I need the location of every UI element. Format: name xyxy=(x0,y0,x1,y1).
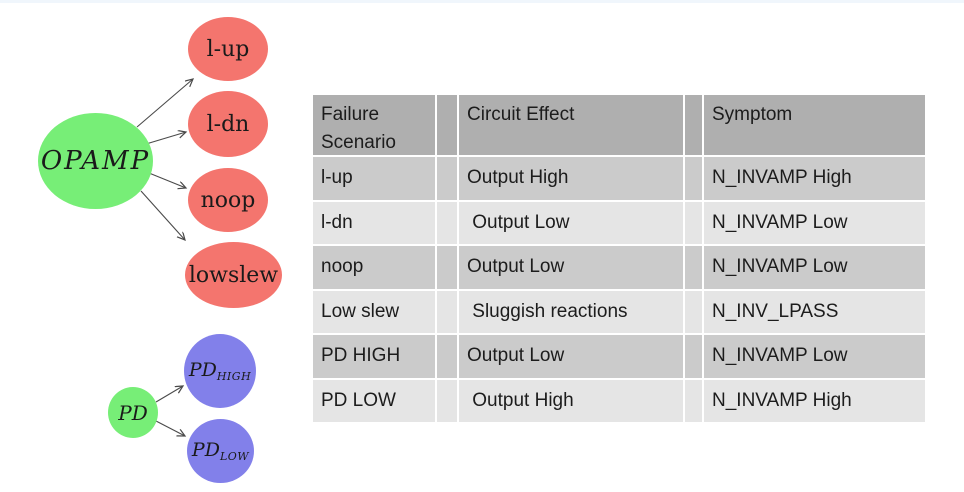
arrow-opamp-to-l-up xyxy=(136,79,193,128)
node-label-pd: PD xyxy=(118,400,148,425)
cell-scenario-pd-high: PD HIGH xyxy=(313,335,435,378)
cell-effect-pd-high: Output Low xyxy=(459,335,683,378)
cell-spacer xyxy=(685,157,702,200)
table-header-failure-scenario: Failure Scenario xyxy=(313,95,435,155)
arrow-opamp-to-noop xyxy=(148,172,186,188)
cell-symptom-noop: N_INVAMP Low xyxy=(704,246,925,289)
cell-symptom-pd-low: N_INVAMP High xyxy=(704,379,925,422)
cell-spacer xyxy=(685,201,702,244)
cell-effect-pd-low: Output High xyxy=(459,379,683,422)
cell-scenario-l-dn: l-dn xyxy=(313,201,435,244)
arrow-opamp-to-l-dn xyxy=(145,132,186,145)
table-header-spacer-2 xyxy=(685,95,702,155)
cell-spacer xyxy=(437,379,457,422)
diagram-node-l-dn: l-dn xyxy=(188,91,268,157)
cell-scenario-noop: noop xyxy=(313,246,435,289)
diagram-node-opamp: OPAMP xyxy=(38,113,153,209)
diagram-node-l-up: l-up xyxy=(188,17,268,81)
cell-effect-l-up: Output High xyxy=(459,157,683,200)
arrow-pd-to-pdhigh xyxy=(155,386,183,403)
table-header-spacer-1 xyxy=(437,95,457,155)
cell-effect-noop: Output Low xyxy=(459,246,683,289)
table-header-circuit-effect: Circuit Effect xyxy=(459,95,683,155)
node-label-l-up: l-up xyxy=(206,36,250,62)
cell-spacer xyxy=(437,335,457,378)
node-label-pd-low: PDLOW xyxy=(191,439,250,463)
diagram-node-noop: noop xyxy=(188,168,268,232)
cell-symptom-pd-high: N_INVAMP Low xyxy=(704,335,925,378)
top-border-line xyxy=(0,0,964,3)
cell-spacer xyxy=(437,157,457,200)
cell-spacer xyxy=(685,290,702,333)
cell-effect-low-slew: Sluggish reactions xyxy=(459,290,683,333)
cell-symptom-low-slew: N_INV_LPASS xyxy=(704,290,925,333)
node-label-noop: noop xyxy=(200,187,256,213)
diagram-node-pd: PD xyxy=(108,387,158,438)
cell-scenario-low-slew: Low slew xyxy=(313,290,435,333)
failure-table: Failure Scenario Circuit Effect Symptom … xyxy=(313,95,925,422)
cell-scenario-pd-low: PD LOW xyxy=(313,379,435,422)
cell-effect-l-dn: Output Low xyxy=(459,201,683,244)
cell-spacer xyxy=(685,379,702,422)
arrow-pd-to-pdlow xyxy=(155,420,185,436)
table-header-symptom: Symptom xyxy=(704,95,925,155)
cell-symptom-l-up: N_INVAMP High xyxy=(704,157,925,200)
cell-symptom-l-dn: N_INVAMP Low xyxy=(704,201,925,244)
arrow-opamp-to-lowslew xyxy=(140,190,185,240)
node-label-pd-high: PDHIGH xyxy=(188,359,252,383)
diagram-node-pd-high: PDHIGH xyxy=(184,334,256,408)
cell-spacer xyxy=(685,246,702,289)
node-label-l-dn: l-dn xyxy=(206,111,250,137)
node-label-lowslew: lowslew xyxy=(188,262,279,288)
diagram-node-lowslew: lowslew xyxy=(185,242,282,308)
node-label-opamp: OPAMP xyxy=(40,146,151,176)
diagram-node-pd-low: PDLOW xyxy=(187,419,254,483)
cell-spacer xyxy=(437,246,457,289)
cell-spacer xyxy=(437,290,457,333)
cell-scenario-l-up: l-up xyxy=(313,157,435,200)
cell-spacer xyxy=(437,201,457,244)
cell-spacer xyxy=(685,335,702,378)
